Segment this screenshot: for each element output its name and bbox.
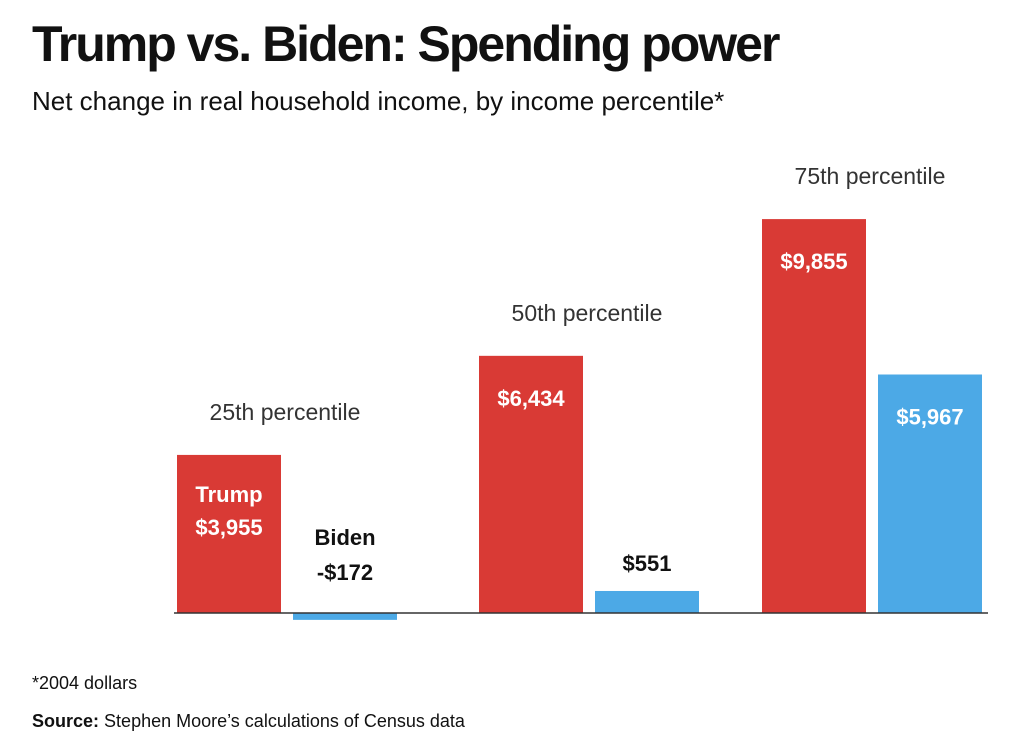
data-label-biden-3: $5,967 [896,404,963,429]
bar-biden-3 [878,374,982,613]
bar-biden-2 [595,590,699,613]
data-label-trump-2: $6,434 [497,386,565,411]
data-label-biden-2: $551 [623,551,672,576]
data-label-trump-3: $9,855 [780,249,847,274]
source-label: Source: [32,711,100,731]
data-label-trump-1: $3,955 [195,515,262,540]
chart-title: Trump vs. Biden: Spending power [32,16,780,72]
bar-trump-3 [762,219,866,614]
series-name-label-biden: Biden [314,525,375,550]
footnote: *2004 dollars [32,673,138,693]
source-note: Source: Stephen Moore’s calculations of … [32,709,465,733]
chart-subtitle: Net change in real household income, by … [32,86,725,116]
bar-trump-1 [177,454,281,613]
category-label-2: 50th percentile [512,300,663,326]
series-name-label-trump: Trump [195,482,262,507]
data-label-biden-1: -$172 [317,560,373,585]
source-text: Stephen Moore’s calculations of Census d… [104,711,465,731]
category-label-3: 75th percentile [795,163,946,189]
bar-trump-2 [479,355,583,613]
bar-biden-1 [293,613,397,620]
category-label-1: 25th percentile [210,399,361,425]
